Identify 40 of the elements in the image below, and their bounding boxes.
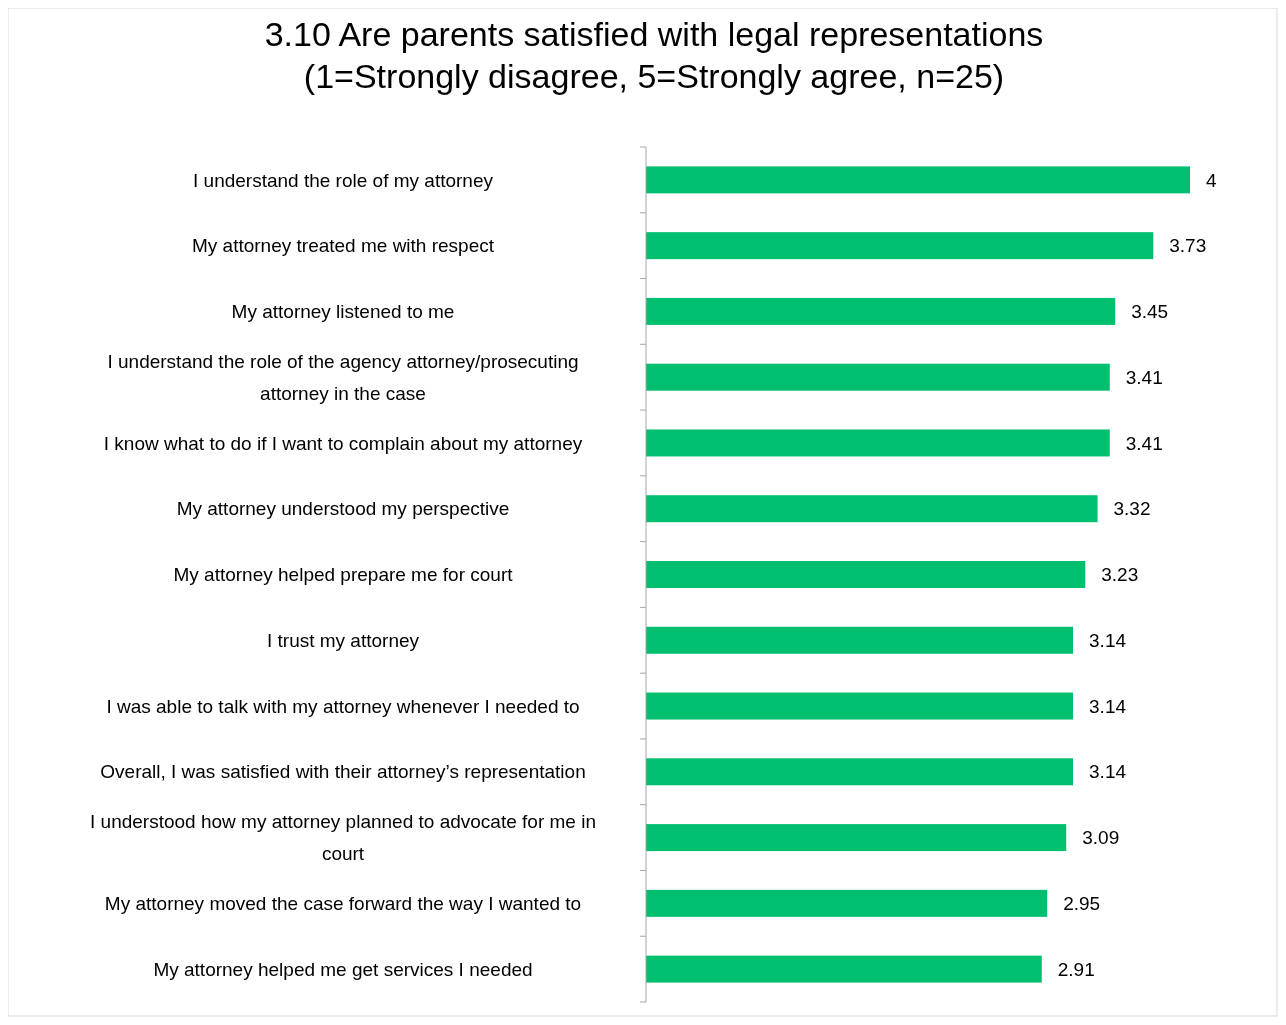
y-tick-label: Overall, I was satisfied with their attorney’s representation (100, 761, 586, 783)
data-label: 3.41 (1125, 366, 1163, 388)
bar (646, 495, 1098, 523)
y-tick-label: I understood how my attorney planned to advocate for me in court (90, 811, 596, 865)
data-label: 3.14 (1089, 629, 1127, 651)
y-tick-label: My attorney helped prepare me for court (173, 564, 514, 586)
data-label: 3.32 (1113, 498, 1151, 520)
data-label: 3.45 (1131, 301, 1169, 323)
y-tick-label: I was able to talk with my attorney whenever I needed to (106, 695, 580, 717)
bar (646, 692, 1074, 720)
bar (646, 232, 1154, 260)
data-label: 3.09 (1082, 827, 1120, 849)
y-tick-label: I trust my attorney (266, 629, 420, 651)
y-tick-label: My attorney treated me with respect (191, 235, 495, 257)
data-label: 2.91 (1057, 958, 1095, 980)
bar (646, 626, 1074, 654)
chart-title: 3.10 Are parents satisfied with legal representations (1=Strongly disagree, 5=Strongly agree, n=25) (264, 15, 1044, 95)
bar (646, 297, 1116, 325)
bar (646, 363, 1110, 391)
data-label: 3.23 (1101, 564, 1139, 586)
y-tick-label: My attorney understood my perspective (176, 498, 510, 520)
data-label: 4 (1206, 169, 1217, 191)
bar (646, 889, 1048, 917)
data-label: 2.95 (1063, 893, 1101, 914)
y-tick-label: My attorney moved the case forward the way I wanted to (104, 893, 582, 914)
bar (646, 824, 1067, 852)
y-tick-label: I understand the role of the agency attorney/prosecuting attorney in the case (107, 350, 579, 404)
data-label: 3.73 (1169, 235, 1207, 257)
bar (646, 561, 1086, 588)
bar (646, 955, 1042, 983)
y-tick-label: I know what to do if I want to complain about my attorney (103, 432, 583, 454)
bar (646, 758, 1074, 786)
y-tick-label: I understand the role of my attorney (193, 169, 494, 191)
bar (646, 429, 1110, 457)
data-label: 3.14 (1089, 761, 1127, 783)
y-tick-label: My attorney helped me get services I needed (153, 958, 533, 980)
y-tick-label: My attorney listened to me (231, 301, 455, 323)
bar (646, 166, 1190, 194)
data-label: 3.41 (1125, 432, 1163, 454)
data-label: 3.14 (1089, 695, 1127, 717)
